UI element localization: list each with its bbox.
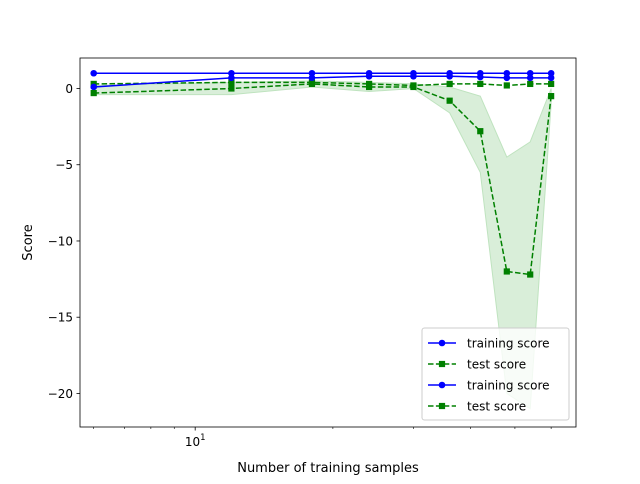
- legend-label: training score: [467, 337, 550, 351]
- data-point: [547, 74, 555, 82]
- data-point: [446, 80, 453, 88]
- data-point: [503, 268, 510, 275]
- y-tick-label: −20: [48, 387, 73, 401]
- legend-marker: [438, 381, 446, 389]
- legend-label: training score: [467, 379, 550, 393]
- data-point: [410, 72, 417, 80]
- data-point: [527, 271, 534, 278]
- data-point: [476, 73, 484, 81]
- y-axis-label: Score: [21, 224, 36, 260]
- data-point: [410, 83, 417, 91]
- data-point: [228, 69, 235, 77]
- data-point: [228, 74, 235, 82]
- series-3-test-score: [90, 80, 555, 278]
- data-point: [446, 72, 453, 80]
- data-point: [366, 83, 373, 91]
- data-point: [527, 80, 534, 88]
- series-line: [93, 75, 552, 88]
- axes-frame: [79, 57, 577, 428]
- y-tick-label: −10: [48, 234, 73, 248]
- series-line: [93, 83, 552, 276]
- data-point: [548, 93, 555, 100]
- y-axis: 0 −5 −10 −15 −20: [48, 82, 80, 401]
- x-tick-label: 101: [185, 433, 206, 449]
- data-point: [308, 74, 316, 82]
- y-tick-label: −15: [48, 311, 73, 325]
- legend-entry: test score: [428, 400, 526, 414]
- data-point: [90, 89, 97, 97]
- data-point: [503, 74, 511, 82]
- x-axis: 101: [93, 427, 552, 449]
- data-point: [228, 85, 235, 92]
- data-point: [503, 69, 511, 77]
- data-point: [365, 72, 373, 80]
- data-point: [477, 128, 484, 135]
- legend-entry: test score: [428, 358, 526, 372]
- data-point: [90, 69, 98, 77]
- legend-entry: training score: [428, 337, 550, 351]
- data-point: [548, 80, 555, 88]
- data-point: [446, 97, 453, 104]
- legend-entry: training score: [428, 379, 550, 393]
- data-point: [503, 82, 510, 89]
- x-axis-label: Number of training samples: [237, 461, 419, 476]
- legend-label: test score: [467, 358, 526, 372]
- data-point: [477, 80, 484, 88]
- data-point: [308, 69, 316, 77]
- data-point: [90, 83, 98, 91]
- legend-marker: [438, 339, 446, 347]
- legend: training score test score training score te…: [421, 327, 570, 421]
- legend-label: test score: [467, 400, 526, 414]
- data-point: [547, 69, 555, 77]
- y-tick-label: 0: [65, 82, 73, 96]
- data-point: [228, 79, 235, 86]
- data-point: [526, 74, 534, 82]
- legend-marker: [438, 402, 446, 410]
- y-tick-label: −5: [55, 158, 73, 172]
- data-point: [308, 80, 316, 88]
- series-line: [93, 81, 552, 87]
- legend-marker: [438, 360, 446, 368]
- legend-box: [421, 327, 570, 421]
- series-2-training-score: [90, 72, 555, 91]
- data-point: [526, 69, 534, 77]
